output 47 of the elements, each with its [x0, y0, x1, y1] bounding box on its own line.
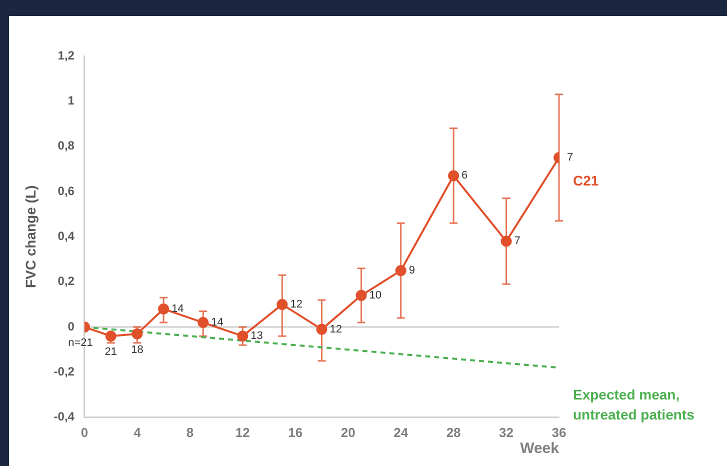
x-tick-label: 32: [499, 424, 514, 440]
point: [158, 303, 170, 314]
x-tick-label: 20: [340, 424, 356, 440]
point: [356, 290, 367, 301]
annotation: 6: [462, 170, 468, 182]
x-axis-title: Week: [520, 440, 560, 458]
annotation: n=21: [68, 337, 93, 350]
y-axis-title: FVC change (L): [22, 185, 38, 288]
y-tick-label: 0,6: [58, 184, 75, 198]
annotation: 9: [408, 264, 415, 277]
annotation: 14: [172, 303, 184, 316]
annotation: 12: [330, 323, 342, 336]
x-tick-label: 24: [394, 424, 409, 440]
y-tick-label: 0: [68, 319, 75, 334]
annotation: 14: [211, 316, 224, 329]
annotation: 18: [131, 344, 144, 356]
annotation: 21: [104, 346, 117, 358]
point: [105, 330, 116, 342]
y-tick-label: -0,4: [54, 410, 75, 424]
point: [237, 330, 248, 342]
x-tick-label: 28: [446, 424, 461, 440]
point: [198, 317, 209, 328]
annotation: 13: [250, 330, 263, 342]
x-tick-label: 36: [552, 424, 566, 440]
series-label: Expected mean, untreated patients: [573, 386, 695, 423]
y-tick-label: -0,2: [54, 364, 75, 379]
point: [132, 328, 143, 340]
annotation: 12: [290, 298, 302, 310]
x-tick-label: 8: [186, 424, 194, 440]
point: [316, 324, 328, 335]
point: [395, 265, 406, 276]
y-tick-label: 0,2: [58, 274, 75, 288]
y-tick-label: 0,8: [58, 138, 75, 153]
series-label: C21: [573, 172, 599, 189]
x-tick-label: 4: [134, 424, 142, 440]
point: [448, 170, 460, 182]
x-tick-label: 16: [288, 424, 303, 440]
y-tick-label: 1,2: [58, 48, 75, 62]
annotation: 10: [369, 289, 382, 302]
point: [500, 236, 512, 247]
x-tick-label: 12: [235, 424, 250, 440]
y-tick-label: 1: [68, 93, 75, 108]
annotation: 7: [514, 235, 520, 248]
x-tick-label: 0: [80, 424, 88, 440]
annotation: 7: [567, 152, 574, 164]
point: [276, 298, 288, 310]
y-tick-label: 0,4: [58, 229, 75, 244]
